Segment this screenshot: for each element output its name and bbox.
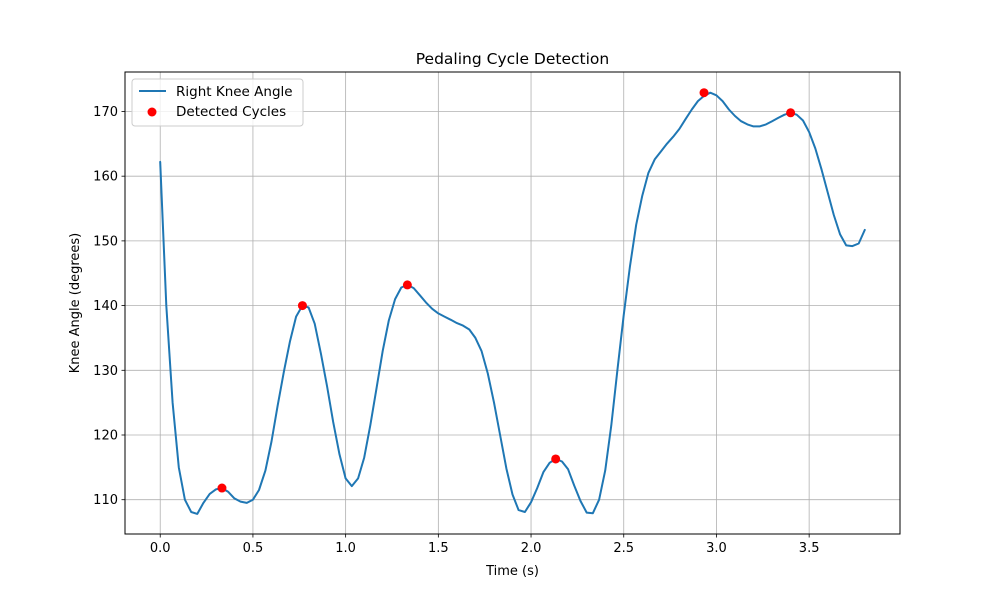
detected-cycle-point (699, 88, 709, 98)
x-tick-label: 2.5 (613, 541, 634, 556)
x-tick-label: 3.5 (799, 541, 820, 556)
legend: Right Knee Angle Detected Cycles (131, 78, 304, 127)
x-tick-label: 0.0 (150, 541, 171, 556)
y-tick-label: 170 (93, 105, 118, 120)
x-tick-label: 0.5 (243, 541, 264, 556)
y-tick-label: 150 (93, 234, 118, 249)
y-tick-label: 120 (93, 429, 118, 444)
legend-box (131, 78, 304, 127)
x-tick-label: 3.0 (706, 541, 727, 556)
grid (125, 72, 900, 534)
x-tick-label: 2.0 (521, 541, 542, 556)
legend-label-detected-cycles: Detected Cycles (176, 104, 286, 120)
x-axis: 0.0 0.5 1.0 1.5 2.0 2.5 3.0 3.5 (150, 534, 820, 556)
legend-marker-swatch (147, 107, 157, 117)
y-tick-label: 110 (93, 493, 118, 508)
y-tick-label: 160 (93, 170, 118, 185)
plot-frame (124, 71, 901, 535)
detected-cycle-point (297, 301, 307, 311)
x-axis-label: Time (s) (485, 564, 539, 579)
legend-label-knee-angle: Right Knee Angle (176, 84, 293, 100)
y-tick-label: 130 (93, 364, 118, 379)
y-tick-label: 140 (93, 299, 118, 314)
detected-cycle-point (402, 280, 412, 290)
x-tick-label: 1.5 (428, 541, 449, 556)
detected-cycle-point (786, 108, 796, 118)
y-axis: 110 120 130 140 150 160 170 (93, 105, 125, 508)
x-tick-label: 1.0 (335, 541, 356, 556)
detected-cycle-point (551, 454, 561, 464)
series-layer (159, 88, 866, 515)
detected-cycle-point (217, 483, 227, 493)
chart-title: Pedaling Cycle Detection (416, 50, 609, 68)
y-axis-label: Knee Angle (degrees) (68, 233, 83, 374)
knee-angle-series-line (159, 91, 866, 515)
